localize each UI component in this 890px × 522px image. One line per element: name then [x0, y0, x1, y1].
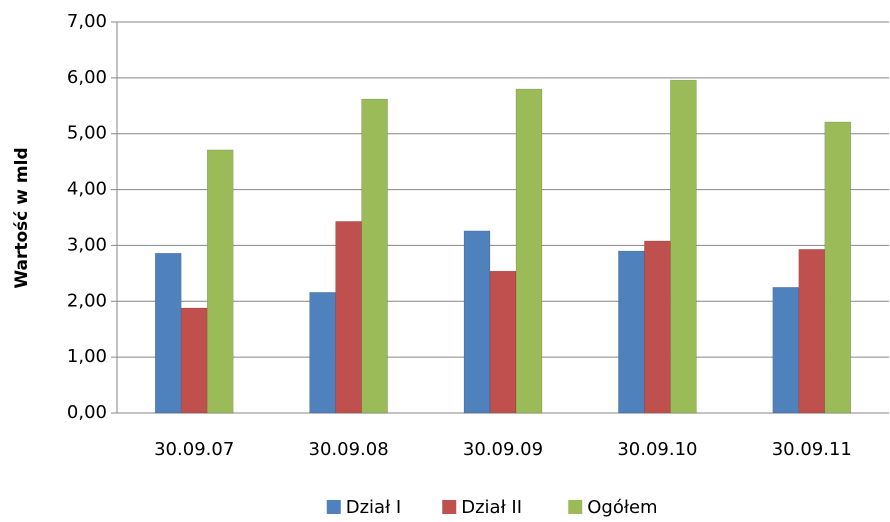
bar: [180, 307, 208, 414]
y-tick-label: 3,00: [67, 234, 107, 255]
legend-label: Ogółem: [587, 497, 657, 518]
bar: [824, 121, 852, 414]
bar: [670, 79, 697, 414]
y-tick-label: 1,00: [67, 346, 107, 367]
bar: [463, 230, 491, 414]
bar: [618, 250, 645, 414]
y-tick-label: 7,00: [67, 11, 107, 32]
x-tick-label: 30.09.10: [617, 439, 697, 460]
legend-swatch: [326, 500, 341, 514]
bar: [309, 292, 336, 414]
bar: [154, 252, 182, 414]
bar: [361, 98, 388, 414]
y-tick-label: 0,00: [67, 402, 107, 423]
y-tick-label: 5,00: [67, 123, 107, 144]
y-axis-label: Wartość w mld: [12, 147, 32, 288]
bar: [798, 249, 826, 414]
x-tick-label: 30.09.09: [463, 439, 543, 460]
bar: [335, 221, 362, 414]
bar: [644, 240, 671, 414]
legend-swatch: [568, 500, 583, 514]
bar: [489, 270, 517, 414]
bar: [772, 287, 800, 414]
legend-label: Dział II: [461, 497, 522, 518]
legend-swatch: [442, 500, 457, 514]
bar: [515, 88, 543, 414]
x-tick-label: 30.09.11: [772, 439, 852, 460]
legend-label: Dział I: [346, 497, 402, 518]
x-tick-label: 30.09.07: [154, 439, 234, 460]
y-tick-label: 6,00: [67, 67, 107, 88]
x-tick-label: 30.09.08: [309, 439, 389, 460]
bar: [206, 149, 234, 414]
y-tick-label: 2,00: [67, 290, 107, 311]
y-tick-label: 4,00: [67, 179, 107, 200]
